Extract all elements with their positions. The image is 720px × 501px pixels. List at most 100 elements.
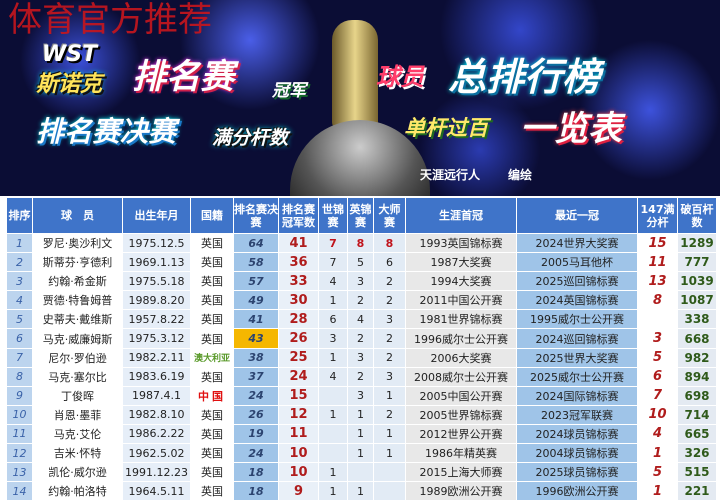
cell-centuries: 714 — [677, 404, 717, 425]
wst-logo: WST — [42, 42, 98, 67]
col-header-nation: 国籍 — [190, 197, 234, 234]
table-row: 5 史蒂夫·戴维斯 1957.8.22 英国 41 28 6 4 3 1981世界锦标赛 1995威… — [6, 309, 717, 330]
cell-rank: 5 — [6, 309, 33, 330]
cell-worlds: 1 — [318, 290, 348, 311]
table-row: 2 斯蒂芬·亨德利 1969.1.13 英国 58 36 7 5 6 1987大奖赛 2005马耳他… — [6, 252, 717, 273]
credit-label: 编绘 — [508, 168, 533, 182]
cell-rank: 12 — [6, 443, 33, 464]
cell-finals: 19 — [233, 423, 279, 445]
cell-player: 贾德·特鲁姆普 — [32, 290, 123, 311]
cell-centuries: 665 — [677, 423, 717, 445]
cell-first-title: 2008威尔士公开赛 — [405, 366, 517, 387]
table-row: 12 吉米·怀特 1962.5.02 英国 24 10 1 1 1986年精英赛 2004球员锦标… — [6, 443, 717, 464]
cell-player: 丁俊晖 — [32, 385, 123, 406]
cell-uk: 1 — [347, 481, 374, 501]
cell-uk: 4 — [347, 309, 374, 330]
cell-masters — [373, 462, 406, 483]
cell-first-title: 1996威尔士公开赛 — [405, 328, 517, 349]
cell-uk: 2 — [347, 290, 374, 311]
cell-nation: 英国 — [190, 481, 234, 501]
cell-worlds: 3 — [318, 328, 348, 349]
cell-player: 尼尔·罗伯逊 — [32, 347, 123, 368]
ranking-table: 排序球 员出生年月 国籍 排名赛决赛 排名赛冠军数 世锦赛 英锦赛 大师赛 生涯首冠 最近一冠 1… — [6, 197, 717, 501]
cell-worlds: 7 — [318, 252, 348, 273]
cell-player: 肖恩·墨菲 — [32, 404, 123, 425]
cell-centuries: 894 — [677, 366, 717, 387]
cell-max147: 7 — [637, 385, 678, 406]
cell-nation: 中国 — [190, 385, 234, 406]
table-row: 4 贾德·特鲁姆普 1989.8.20 英国 49 30 1 2 2 2011中国公开赛 2024英… — [6, 290, 717, 311]
col-header-birth: 出生年月 — [122, 197, 191, 234]
cell-max147: 13 — [637, 271, 678, 292]
col-header-rank: 排序 — [6, 197, 33, 234]
col-header-masters: 大师赛 — [373, 197, 406, 234]
table-row: 10 肖恩·墨菲 1982.8.10 英国 26 12 1 1 2 2005世界锦标赛 2023冠军… — [6, 404, 717, 425]
cell-first-title: 1981世界锦标赛 — [405, 309, 517, 330]
cell-masters: 1 — [373, 385, 406, 406]
cell-worlds: 1 — [318, 404, 348, 425]
cell-uk: 3 — [347, 347, 374, 368]
cell-titles: 15 — [278, 385, 319, 406]
cell-titles: 33 — [278, 271, 319, 292]
cell-player: 凯伦·威尔逊 — [32, 462, 123, 483]
cell-first-title: 1987大奖赛 — [405, 252, 517, 273]
cell-finals: 18 — [233, 462, 279, 483]
cell-uk: 2 — [347, 366, 374, 387]
cell-masters: 3 — [373, 309, 406, 330]
cell-uk: 8 — [347, 232, 374, 254]
cell-worlds — [318, 423, 348, 445]
cell-uk: 3 — [347, 271, 374, 292]
table-row: 11 马克·艾伦 1986.2.22 英国 19 11 1 1 2012世界公开赛 2024球员锦… — [6, 423, 717, 445]
cell-centuries: 1039 — [677, 271, 717, 292]
cell-finals: 24 — [233, 443, 279, 464]
banner-text: 冠军 — [272, 81, 306, 101]
cell-birth: 1983.6.19 — [122, 366, 191, 387]
cell-max147 — [637, 309, 678, 330]
cell-uk: 3 — [347, 385, 374, 406]
cell-rank: 10 — [6, 404, 33, 425]
cell-max147: 3 — [637, 328, 678, 349]
cell-centuries: 982 — [677, 347, 717, 368]
cell-first-title: 1986年精英赛 — [405, 443, 517, 464]
cell-centuries: 326 — [677, 443, 717, 464]
cell-birth: 1975.5.18 — [122, 271, 191, 292]
cell-worlds: 7 — [318, 232, 348, 254]
cell-first-title: 2005世界锦标赛 — [405, 404, 517, 425]
cell-rank: 2 — [6, 252, 33, 273]
cell-centuries: 777 — [677, 252, 717, 273]
cell-centuries: 1087 — [677, 290, 717, 311]
cell-max147: 11 — [637, 252, 678, 273]
cell-centuries: 668 — [677, 328, 717, 349]
cell-rank: 13 — [6, 462, 33, 483]
cell-latest-title: 1996欧洲公开赛 — [516, 481, 638, 501]
cell-finals: 26 — [233, 404, 279, 425]
cell-rank: 6 — [6, 328, 33, 349]
cell-nation: 英国 — [190, 309, 234, 330]
banner-title: 总排行榜 — [448, 55, 601, 99]
cell-player: 吉米·怀特 — [32, 443, 123, 464]
cell-uk: 2 — [347, 328, 374, 349]
cell-latest-title: 2005马耳他杯 — [516, 252, 638, 273]
cell-player: 约翰·帕洛特 — [32, 481, 123, 501]
cell-latest-title: 2024英国锦标赛 — [516, 290, 638, 311]
cell-latest-title: 2025巡回锦标赛 — [516, 271, 638, 292]
cell-birth: 1975.3.12 — [122, 328, 191, 349]
cell-finals: 37 — [233, 366, 279, 387]
cell-masters — [373, 481, 406, 501]
cell-player: 罗尼·奥沙利文 — [32, 232, 123, 254]
cell-player: 马克·塞尔比 — [32, 366, 123, 387]
cell-latest-title: 2024国际锦标赛 — [516, 385, 638, 406]
cell-titles: 11 — [278, 423, 319, 445]
cell-birth: 1989.8.20 — [122, 290, 191, 311]
cell-finals: 41 — [233, 309, 279, 330]
cell-rank: 14 — [6, 481, 33, 501]
cell-finals: 38 — [233, 347, 279, 368]
cell-centuries: 698 — [677, 385, 717, 406]
cell-player: 马克·威廉姆斯 — [32, 328, 123, 349]
col-header-latest-title: 最近一冠 — [516, 197, 638, 234]
cell-nation: 英国 — [190, 423, 234, 445]
table-row: 14 约翰·帕洛特 1964.5.11 英国 18 9 1 1 1989欧洲公开赛 1996欧洲公… — [6, 481, 717, 501]
cell-titles: 9 — [278, 481, 319, 501]
table-row: 1 罗尼·奥沙利文 1975.12.5 英国 64 41 7 8 8 1993英国锦标赛 2024世… — [6, 232, 717, 254]
cell-worlds: 1 — [318, 347, 348, 368]
